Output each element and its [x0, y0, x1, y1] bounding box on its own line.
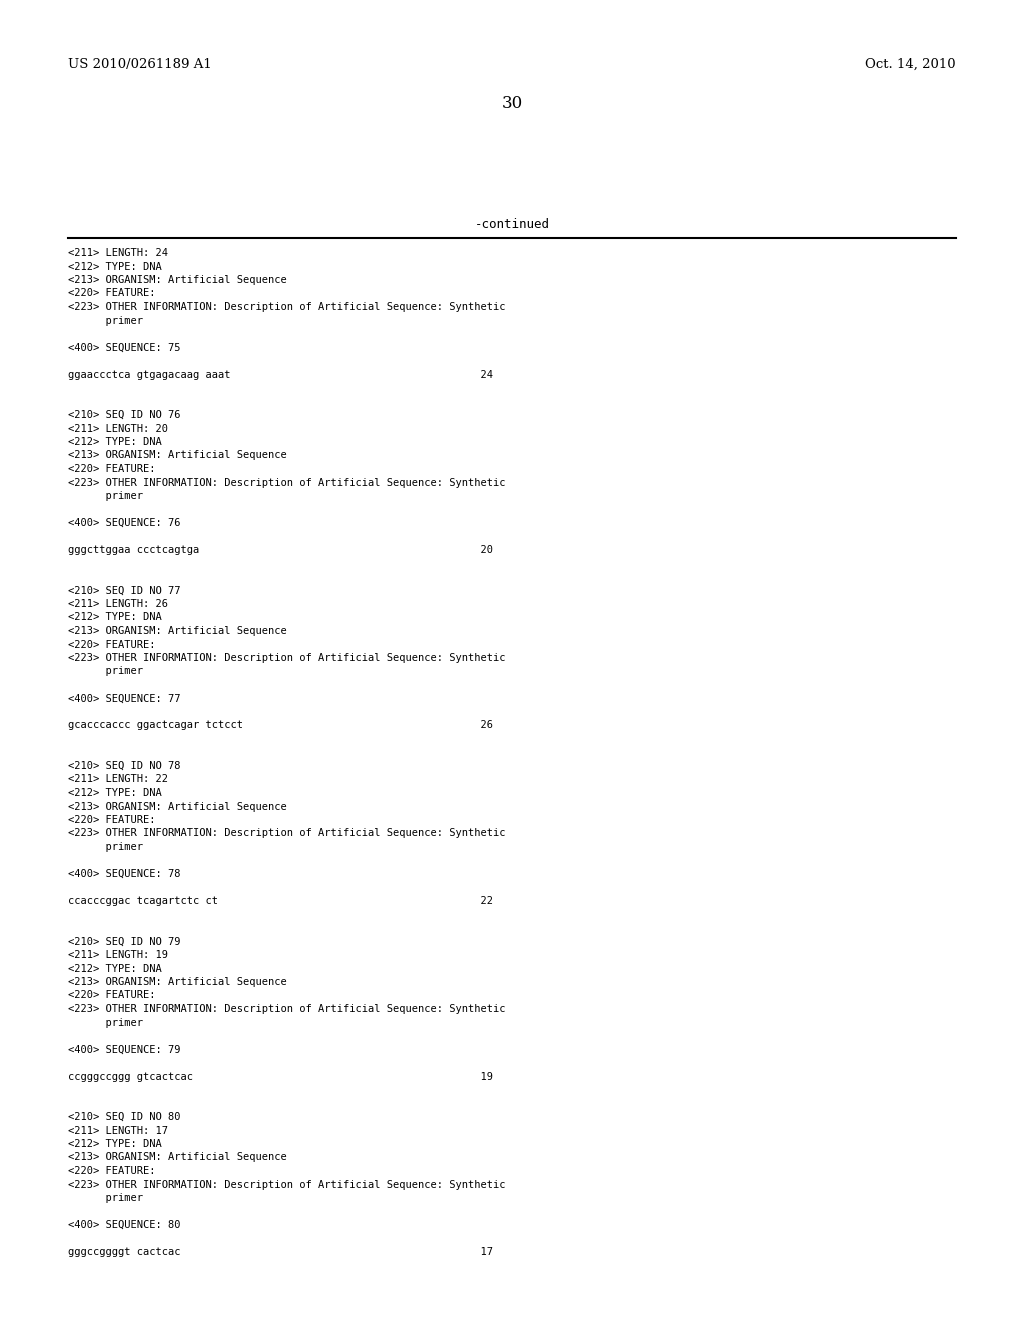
- Text: <223> OTHER INFORMATION: Description of Artificial Sequence: Synthetic: <223> OTHER INFORMATION: Description of …: [68, 302, 506, 312]
- Text: <220> FEATURE:: <220> FEATURE:: [68, 814, 156, 825]
- Text: primer: primer: [68, 1018, 143, 1027]
- Text: US 2010/0261189 A1: US 2010/0261189 A1: [68, 58, 212, 71]
- Text: <400> SEQUENCE: 77: <400> SEQUENCE: 77: [68, 693, 180, 704]
- Text: <212> TYPE: DNA: <212> TYPE: DNA: [68, 261, 162, 272]
- Text: <212> TYPE: DNA: <212> TYPE: DNA: [68, 437, 162, 447]
- Text: primer: primer: [68, 1193, 143, 1203]
- Text: <223> OTHER INFORMATION: Description of Artificial Sequence: Synthetic: <223> OTHER INFORMATION: Description of …: [68, 478, 506, 487]
- Text: <223> OTHER INFORMATION: Description of Artificial Sequence: Synthetic: <223> OTHER INFORMATION: Description of …: [68, 829, 506, 838]
- Text: <211> LENGTH: 24: <211> LENGTH: 24: [68, 248, 168, 257]
- Text: <223> OTHER INFORMATION: Description of Artificial Sequence: Synthetic: <223> OTHER INFORMATION: Description of …: [68, 1180, 506, 1189]
- Text: <212> TYPE: DNA: <212> TYPE: DNA: [68, 964, 162, 974]
- Text: ccgggccggg gtcactcac                                              19: ccgggccggg gtcactcac 19: [68, 1072, 493, 1081]
- Text: <212> TYPE: DNA: <212> TYPE: DNA: [68, 788, 162, 799]
- Text: ggaaccctca gtgagacaag aaat                                        24: ggaaccctca gtgagacaag aaat 24: [68, 370, 493, 380]
- Text: <223> OTHER INFORMATION: Description of Artificial Sequence: Synthetic: <223> OTHER INFORMATION: Description of …: [68, 1005, 506, 1014]
- Text: <213> ORGANISM: Artificial Sequence: <213> ORGANISM: Artificial Sequence: [68, 275, 287, 285]
- Text: <210> SEQ ID NO 79: <210> SEQ ID NO 79: [68, 936, 180, 946]
- Text: <220> FEATURE:: <220> FEATURE:: [68, 1166, 156, 1176]
- Text: primer: primer: [68, 315, 143, 326]
- Text: <213> ORGANISM: Artificial Sequence: <213> ORGANISM: Artificial Sequence: [68, 626, 287, 636]
- Text: <213> ORGANISM: Artificial Sequence: <213> ORGANISM: Artificial Sequence: [68, 801, 287, 812]
- Text: <211> LENGTH: 17: <211> LENGTH: 17: [68, 1126, 168, 1135]
- Text: gcacccaccc ggactcagar tctcct                                      26: gcacccaccc ggactcagar tctcct 26: [68, 721, 493, 730]
- Text: <210> SEQ ID NO 80: <210> SEQ ID NO 80: [68, 1111, 180, 1122]
- Text: primer: primer: [68, 491, 143, 502]
- Text: 30: 30: [502, 95, 522, 112]
- Text: <220> FEATURE:: <220> FEATURE:: [68, 639, 156, 649]
- Text: <211> LENGTH: 19: <211> LENGTH: 19: [68, 950, 168, 960]
- Text: <223> OTHER INFORMATION: Description of Artificial Sequence: Synthetic: <223> OTHER INFORMATION: Description of …: [68, 653, 506, 663]
- Text: primer: primer: [68, 667, 143, 676]
- Text: gggccggggt cactcac                                                17: gggccggggt cactcac 17: [68, 1247, 493, 1257]
- Text: Oct. 14, 2010: Oct. 14, 2010: [865, 58, 956, 71]
- Text: <220> FEATURE:: <220> FEATURE:: [68, 289, 156, 298]
- Text: -continued: -continued: [474, 218, 550, 231]
- Text: <211> LENGTH: 22: <211> LENGTH: 22: [68, 775, 168, 784]
- Text: <212> TYPE: DNA: <212> TYPE: DNA: [68, 1139, 162, 1148]
- Text: <211> LENGTH: 20: <211> LENGTH: 20: [68, 424, 168, 433]
- Text: <400> SEQUENCE: 78: <400> SEQUENCE: 78: [68, 869, 180, 879]
- Text: <400> SEQUENCE: 79: <400> SEQUENCE: 79: [68, 1044, 180, 1055]
- Text: <220> FEATURE:: <220> FEATURE:: [68, 990, 156, 1001]
- Text: primer: primer: [68, 842, 143, 851]
- Text: <212> TYPE: DNA: <212> TYPE: DNA: [68, 612, 162, 623]
- Text: <213> ORGANISM: Artificial Sequence: <213> ORGANISM: Artificial Sequence: [68, 977, 287, 987]
- Text: <400> SEQUENCE: 80: <400> SEQUENCE: 80: [68, 1220, 180, 1230]
- Text: <213> ORGANISM: Artificial Sequence: <213> ORGANISM: Artificial Sequence: [68, 450, 287, 461]
- Text: <213> ORGANISM: Artificial Sequence: <213> ORGANISM: Artificial Sequence: [68, 1152, 287, 1163]
- Text: ccacccggac tcagartctc ct                                          22: ccacccggac tcagartctc ct 22: [68, 896, 493, 906]
- Text: <210> SEQ ID NO 77: <210> SEQ ID NO 77: [68, 586, 180, 595]
- Text: <211> LENGTH: 26: <211> LENGTH: 26: [68, 599, 168, 609]
- Text: <210> SEQ ID NO 76: <210> SEQ ID NO 76: [68, 411, 180, 420]
- Text: gggcttggaa ccctcagtga                                             20: gggcttggaa ccctcagtga 20: [68, 545, 493, 554]
- Text: <400> SEQUENCE: 76: <400> SEQUENCE: 76: [68, 517, 180, 528]
- Text: <210> SEQ ID NO 78: <210> SEQ ID NO 78: [68, 762, 180, 771]
- Text: <400> SEQUENCE: 75: <400> SEQUENCE: 75: [68, 342, 180, 352]
- Text: <220> FEATURE:: <220> FEATURE:: [68, 465, 156, 474]
